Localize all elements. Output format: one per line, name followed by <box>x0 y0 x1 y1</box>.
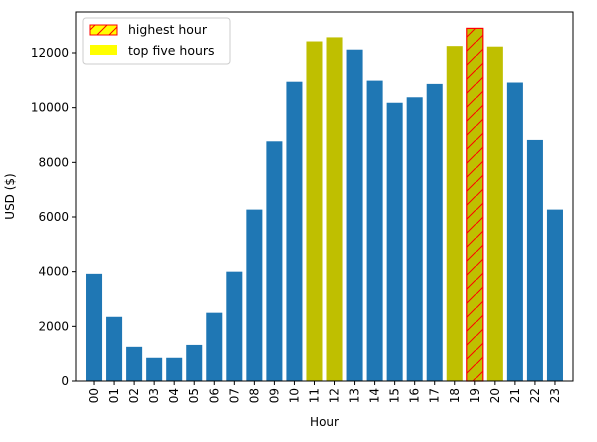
x-tick-label: 11 <box>307 388 321 403</box>
x-tick-label: 04 <box>167 388 181 403</box>
bar-05 <box>186 344 203 381</box>
bar-14 <box>366 80 383 382</box>
bar-08 <box>246 209 263 381</box>
y-tick-label: 6000 <box>38 210 69 224</box>
bar-12 <box>326 37 343 382</box>
bar-02 <box>126 346 143 381</box>
bar-11 <box>306 41 323 382</box>
x-tick-label: 06 <box>207 388 221 403</box>
y-axis-label: USD ($) <box>3 173 17 219</box>
x-tick-label: 17 <box>428 388 442 403</box>
legend-swatch-highest-hour-hatch <box>90 25 117 35</box>
bar-21 <box>506 82 523 382</box>
x-tick-label: 10 <box>287 388 301 403</box>
x-tick-label: 23 <box>548 388 562 403</box>
bar-16 <box>406 97 423 381</box>
bar-07 <box>226 271 243 381</box>
bar-01 <box>106 316 123 381</box>
bar-10 <box>286 81 303 381</box>
x-tick-label: 19 <box>468 388 482 403</box>
y-tick-label: 8000 <box>38 155 69 169</box>
x-tick-label: 22 <box>528 388 542 403</box>
bars-group <box>86 27 563 382</box>
x-tick-label: 08 <box>247 388 261 403</box>
x-tick-label: 18 <box>448 388 462 403</box>
bar-00 <box>86 273 103 381</box>
y-tick-label: 4000 <box>38 265 69 279</box>
y-axis-ticks: 0 2000 4000 6000 8000 10000 12000 <box>31 46 76 388</box>
bar-03 <box>146 357 163 381</box>
legend-box <box>82 17 231 65</box>
legend-label-highest-hour: highest hour <box>128 22 208 37</box>
bar-18 <box>446 46 463 382</box>
bar-17 <box>426 83 443 382</box>
x-axis-ticks: 00 01 02 03 04 05 06 07 08 09 10 11 12 13 14 15 16 17 18 19… <box>87 381 562 403</box>
y-tick-label: 10000 <box>31 101 69 115</box>
y-tick-label: 12000 <box>31 46 69 60</box>
x-tick-label: 12 <box>328 388 342 403</box>
bar-20 <box>486 46 503 382</box>
bar-06 <box>206 312 223 381</box>
x-tick-label: 01 <box>107 388 121 403</box>
x-tick-label: 14 <box>368 388 382 403</box>
bar-15 <box>386 102 403 381</box>
x-tick-label: 13 <box>348 388 362 403</box>
x-tick-label: 09 <box>267 388 281 403</box>
bar-22 <box>526 139 543 381</box>
legend-label-top-five: top five hours <box>128 43 215 58</box>
x-axis-label: Hour <box>310 415 339 429</box>
x-tick-label: 15 <box>388 388 402 403</box>
y-tick-label: 0 <box>61 374 69 388</box>
x-tick-label: 02 <box>127 388 141 403</box>
x-tick-label: 00 <box>87 388 101 403</box>
x-tick-label: 05 <box>187 388 201 403</box>
bar-09 <box>266 141 283 381</box>
bar-23 <box>546 209 563 381</box>
x-tick-label: 16 <box>408 388 422 403</box>
legend-swatch-top-five <box>90 45 117 55</box>
legend: highest hour top five hours <box>82 17 231 65</box>
bar-highest-hatch <box>466 27 484 382</box>
x-tick-label: 20 <box>488 388 502 403</box>
plot-frame <box>75 11 574 382</box>
y-tick-label: 2000 <box>38 319 69 333</box>
bar-13 <box>346 49 363 381</box>
x-tick-label: 07 <box>227 388 241 403</box>
x-tick-label: 03 <box>147 388 161 403</box>
bar-04 <box>166 357 183 381</box>
x-tick-label: 21 <box>508 388 522 403</box>
